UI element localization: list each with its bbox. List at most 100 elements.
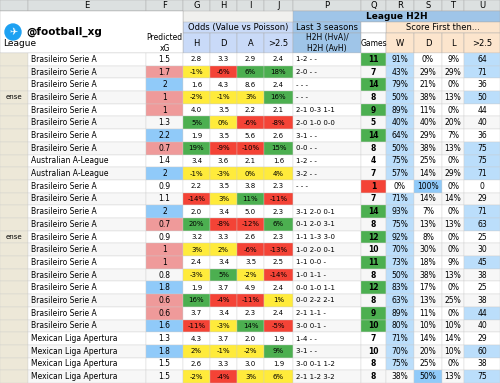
Bar [442,116,464,129]
Bar [0,358,28,370]
Text: Brasileiro Serie A: Brasileiro Serie A [31,80,97,89]
Bar [210,154,237,167]
Text: Brasileiro Serie A: Brasileiro Serie A [31,93,97,102]
Bar [361,154,386,167]
Bar [386,129,414,142]
Text: 2.9: 2.9 [245,56,256,62]
Bar [264,370,293,383]
Bar [146,370,183,383]
Bar [386,269,414,282]
Text: 1-4 - -: 1-4 - - [296,336,317,342]
Bar [414,53,442,66]
Bar [237,53,264,66]
Bar [464,231,500,243]
Bar [361,193,386,205]
Text: Brasileiro Serie A: Brasileiro Serie A [31,245,97,254]
Text: 36: 36 [477,80,487,89]
Text: 44: 44 [477,309,487,318]
Text: 1-2 - -: 1-2 - - [296,158,317,164]
Text: 11%: 11% [242,196,258,202]
Text: 93%: 93% [392,207,408,216]
Text: 10%: 10% [444,347,462,356]
Text: 0-0 1-0 1-1: 0-0 1-0 1-1 [296,285,335,291]
Text: 2.8: 2.8 [191,56,202,62]
Bar [464,307,500,319]
Bar [183,154,210,167]
Text: Mexican Liga Apertura: Mexican Liga Apertura [31,372,118,381]
Text: 8: 8 [371,144,376,153]
Text: 4.3: 4.3 [191,336,202,342]
Bar [414,104,442,116]
Text: 0%: 0% [447,309,459,318]
Text: 3.0: 3.0 [245,361,256,367]
Bar [28,205,146,218]
Text: Mexican Liga Apertura: Mexican Liga Apertura [31,360,118,368]
Bar [264,307,293,319]
Text: 63: 63 [477,220,487,229]
Bar [0,53,28,66]
Text: 1.4: 1.4 [158,156,170,165]
Text: 75%: 75% [392,360,408,368]
Text: 3.3: 3.3 [218,234,229,240]
Bar [146,33,183,53]
Text: 1.8: 1.8 [158,347,170,356]
Text: 25%: 25% [444,296,462,305]
Text: -12%: -12% [242,221,260,228]
Text: 1.6: 1.6 [158,321,170,331]
Text: 50%: 50% [392,144,408,153]
Bar [414,116,442,129]
Bar [237,193,264,205]
Bar [293,53,361,66]
Bar [0,269,28,282]
Bar [386,66,414,79]
Bar [442,91,464,104]
Bar [442,358,464,370]
Bar [28,167,146,180]
Text: 3%: 3% [245,95,256,100]
Text: 64: 64 [477,55,487,64]
Bar [0,256,28,269]
Bar [0,332,28,345]
Bar [210,91,237,104]
Bar [264,243,293,256]
Bar [183,218,210,231]
Text: Mexican Liga Apertura: Mexican Liga Apertura [31,334,118,343]
Bar [293,66,361,79]
Bar [28,66,146,79]
Text: 40%: 40% [420,118,436,127]
Bar [386,193,414,205]
Text: ense: ense [6,234,22,240]
Text: 3.3: 3.3 [218,56,229,62]
Circle shape [5,24,21,40]
Text: 25: 25 [477,283,487,292]
Bar [464,332,500,345]
Text: 17%: 17% [420,283,436,292]
Text: 13%: 13% [420,296,436,305]
Text: -1%: -1% [216,95,230,100]
Text: -4%: -4% [217,374,230,380]
Text: 1.3: 1.3 [158,118,170,127]
Text: -11%: -11% [188,323,206,329]
Text: 10: 10 [368,321,379,331]
Text: Last 3 seasons: Last 3 seasons [296,23,358,32]
Bar [183,104,210,116]
Text: I: I [249,1,252,10]
Text: 9: 9 [371,309,376,318]
Text: 2: 2 [162,80,167,89]
Bar [361,307,386,319]
Bar [183,370,210,383]
Text: 36: 36 [477,131,487,140]
Bar [442,319,464,332]
Text: Brasileiro Serie A: Brasileiro Serie A [31,118,97,127]
Bar [183,79,210,91]
Text: 40%: 40% [392,118,408,127]
Text: 3-1 - -: 3-1 - - [296,348,317,354]
Bar [146,53,183,66]
Text: 0%: 0% [245,170,256,177]
Bar [361,294,386,307]
Text: 10%: 10% [444,321,462,331]
Text: S: S [426,1,430,10]
Bar [464,319,500,332]
Bar [264,256,293,269]
Bar [183,193,210,205]
